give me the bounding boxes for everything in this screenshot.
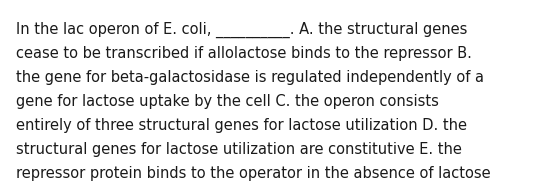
Text: In the lac operon of E. coli, __________. A. the structural genes: In the lac operon of E. coli, __________… [16,22,468,38]
Text: repressor protein binds to the operator in the absence of lactose: repressor protein binds to the operator … [16,166,490,181]
Text: gene for lactose uptake by the cell C. the operon consists: gene for lactose uptake by the cell C. t… [16,94,439,109]
Text: structural genes for lactose utilization are constitutive E. the: structural genes for lactose utilization… [16,142,462,157]
Text: the gene for beta-galactosidase is regulated independently of a: the gene for beta-galactosidase is regul… [16,70,484,85]
Text: entirely of three structural genes for lactose utilization D. the: entirely of three structural genes for l… [16,118,467,133]
Text: cease to be transcribed if allolactose binds to the repressor B.: cease to be transcribed if allolactose b… [16,46,472,61]
